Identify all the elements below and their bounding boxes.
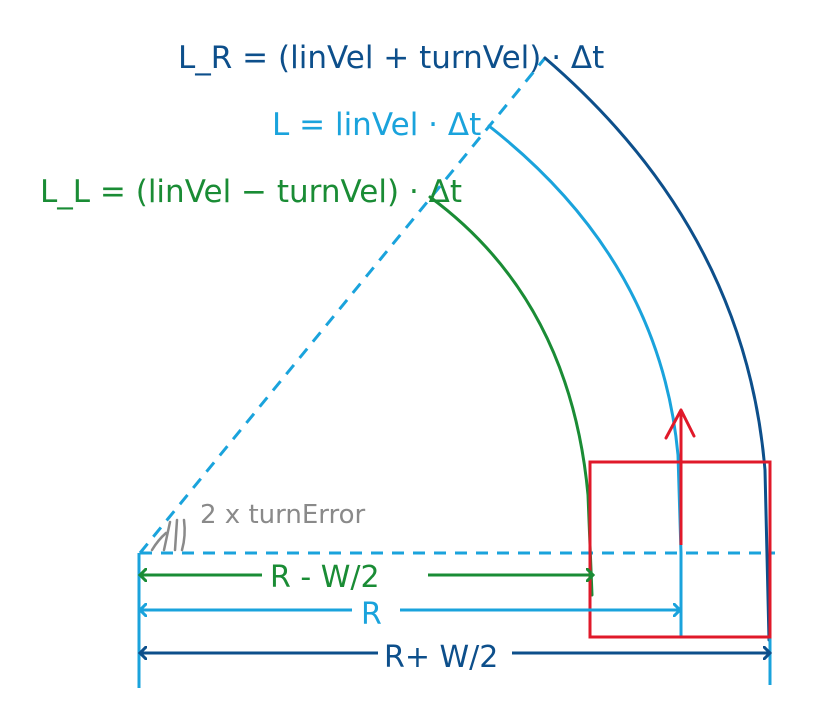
heading-arrow-head — [664, 408, 696, 440]
right-wheel-arc — [543, 56, 771, 642]
angle-mark — [150, 518, 186, 552]
left-wheel-arc — [428, 195, 594, 597]
label-right-length: L_R = (linVel + turnVel) · Δt — [178, 40, 604, 76]
label-dim-outer: R+ W/2 — [384, 640, 498, 675]
label-dim-inner: R - W/2 — [270, 560, 380, 595]
radial-dashed-line — [138, 57, 547, 554]
label-center-length: L = linVel · Δt — [272, 107, 481, 143]
center-arc — [487, 124, 683, 555]
label-left-length: L_L = (linVel − turnVel) · Δt — [40, 174, 462, 210]
label-dim-center: R — [361, 597, 382, 632]
label-angle: 2 x turnError — [200, 500, 366, 530]
